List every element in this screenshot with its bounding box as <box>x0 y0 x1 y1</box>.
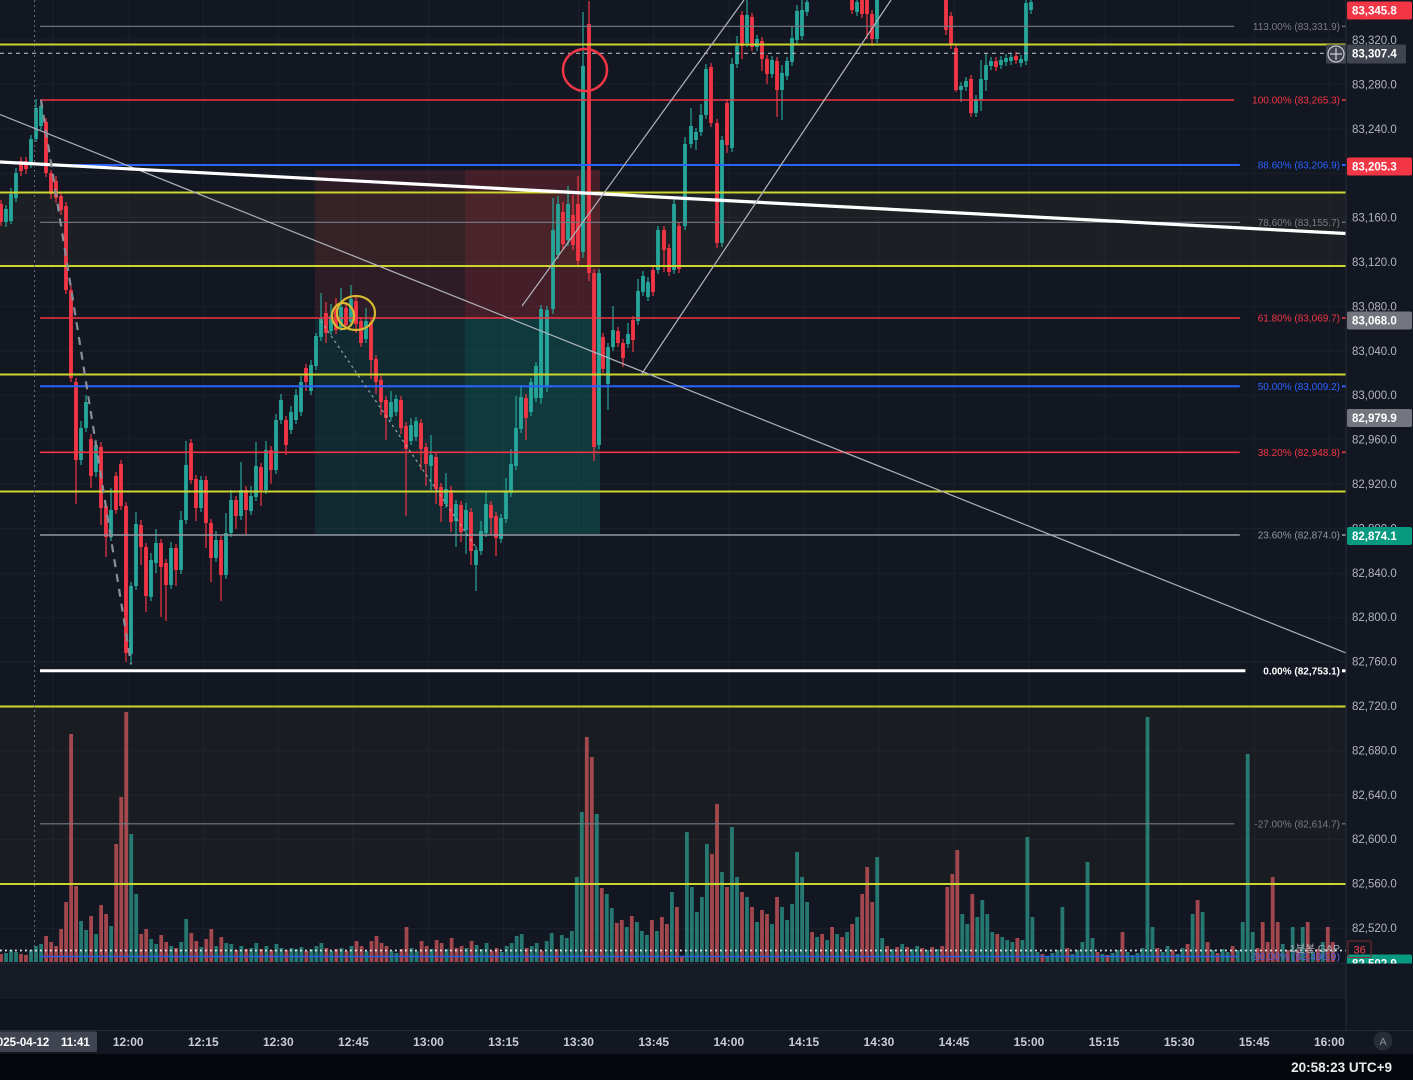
svg-text:13:15: 13:15 <box>488 1035 519 1049</box>
svg-text:15:30: 15:30 <box>1164 1035 1195 1049</box>
svg-text:88.60% (83,206.9): 88.60% (83,206.9) <box>1258 161 1340 172</box>
svg-text:83,240.0: 83,240.0 <box>1352 124 1397 136</box>
svg-text:83,040.0: 83,040.0 <box>1352 346 1397 358</box>
svg-text:1분봉 GAP: 1분봉 GAP <box>1290 943 1340 955</box>
svg-text:83,280.0: 83,280.0 <box>1352 79 1397 91</box>
svg-text:50.00% (83,009.2): 50.00% (83,009.2) <box>1258 382 1340 393</box>
svg-text:83,205.3: 83,205.3 <box>1352 162 1397 174</box>
svg-text:61.80% (83,069.7): 61.80% (83,069.7) <box>1258 314 1340 325</box>
svg-text:82,979.9: 82,979.9 <box>1352 413 1397 425</box>
svg-text:13:45: 13:45 <box>638 1035 669 1049</box>
svg-text:83,120.0: 83,120.0 <box>1352 257 1397 269</box>
svg-text:A: A <box>1379 1036 1386 1048</box>
svg-text:83,080.0: 83,080.0 <box>1352 301 1397 313</box>
svg-text:82,840.0: 82,840.0 <box>1352 568 1397 580</box>
svg-text:83,160.0: 83,160.0 <box>1352 213 1397 225</box>
svg-text:13:00: 13:00 <box>413 1035 444 1049</box>
svg-text:14:15: 14:15 <box>788 1035 819 1049</box>
svg-text:12:00: 12:00 <box>113 1035 144 1049</box>
svg-text:83,000.0: 83,000.0 <box>1352 390 1397 402</box>
svg-text:20:58:23 UTC+9: 20:58:23 UTC+9 <box>1291 1060 1392 1075</box>
svg-text:14:00: 14:00 <box>713 1035 744 1049</box>
svg-text:82,960.0: 82,960.0 <box>1352 435 1397 447</box>
svg-text:13:30: 13:30 <box>563 1035 594 1049</box>
svg-text:83,068.0: 83,068.0 <box>1352 316 1397 328</box>
svg-text:11:41: 11:41 <box>61 1037 90 1049</box>
svg-text:36: 36 <box>1354 945 1366 957</box>
svg-text:82,680.0: 82,680.0 <box>1352 745 1397 757</box>
svg-text:83,320.0: 83,320.0 <box>1352 35 1397 47</box>
svg-text:14:45: 14:45 <box>939 1035 970 1049</box>
svg-text:82,800.0: 82,800.0 <box>1352 612 1397 624</box>
svg-text:83,345.8: 83,345.8 <box>1352 6 1397 18</box>
svg-text:82,640.0: 82,640.0 <box>1352 790 1397 802</box>
svg-text:12:30: 12:30 <box>263 1035 294 1049</box>
svg-text:-50.00% (82,496.9): -50.00% (82,496.9) <box>1250 951 1340 963</box>
svg-text:83,307.4: 83,307.4 <box>1352 49 1397 61</box>
svg-text:15:45: 15:45 <box>1239 1035 1270 1049</box>
svg-text:15:00: 15:00 <box>1014 1035 1045 1049</box>
svg-text:23.60% (82,874.0): 23.60% (82,874.0) <box>1258 531 1340 542</box>
svg-text:12:45: 12:45 <box>338 1035 369 1049</box>
svg-text:82,560.0: 82,560.0 <box>1352 879 1397 891</box>
svg-text:82,600.0: 82,600.0 <box>1352 834 1397 846</box>
svg-text:16:00: 16:00 <box>1314 1035 1345 1049</box>
svg-text:82,720.0: 82,720.0 <box>1352 701 1397 713</box>
svg-text:82,502.9: 82,502.9 <box>1352 959 1397 971</box>
svg-text:82,920.0: 82,920.0 <box>1352 479 1397 491</box>
svg-text:-27.00% (82,614.7): -27.00% (82,614.7) <box>1254 819 1340 830</box>
svg-text:38.20% (82,948.8): 38.20% (82,948.8) <box>1258 448 1340 459</box>
svg-text:82,520.0: 82,520.0 <box>1352 923 1397 935</box>
svg-text:100.00% (83,265.3): 100.00% (83,265.3) <box>1252 96 1340 107</box>
svg-text:82,760.0: 82,760.0 <box>1352 657 1397 669</box>
svg-text:2025-04-12: 2025-04-12 <box>0 1037 49 1049</box>
svg-text:14:30: 14:30 <box>864 1035 895 1049</box>
svg-text:82,874.1: 82,874.1 <box>1352 531 1397 543</box>
svg-text:78.60% (83,155.7): 78.60% (83,155.7) <box>1258 218 1340 229</box>
svg-text:113.00% (83,331.9): 113.00% (83,331.9) <box>1253 22 1340 33</box>
svg-text:15:15: 15:15 <box>1089 1035 1120 1049</box>
svg-text:12:15: 12:15 <box>188 1035 219 1049</box>
svg-text:0.00% (82,753.1): 0.00% (82,753.1) <box>1263 666 1340 677</box>
